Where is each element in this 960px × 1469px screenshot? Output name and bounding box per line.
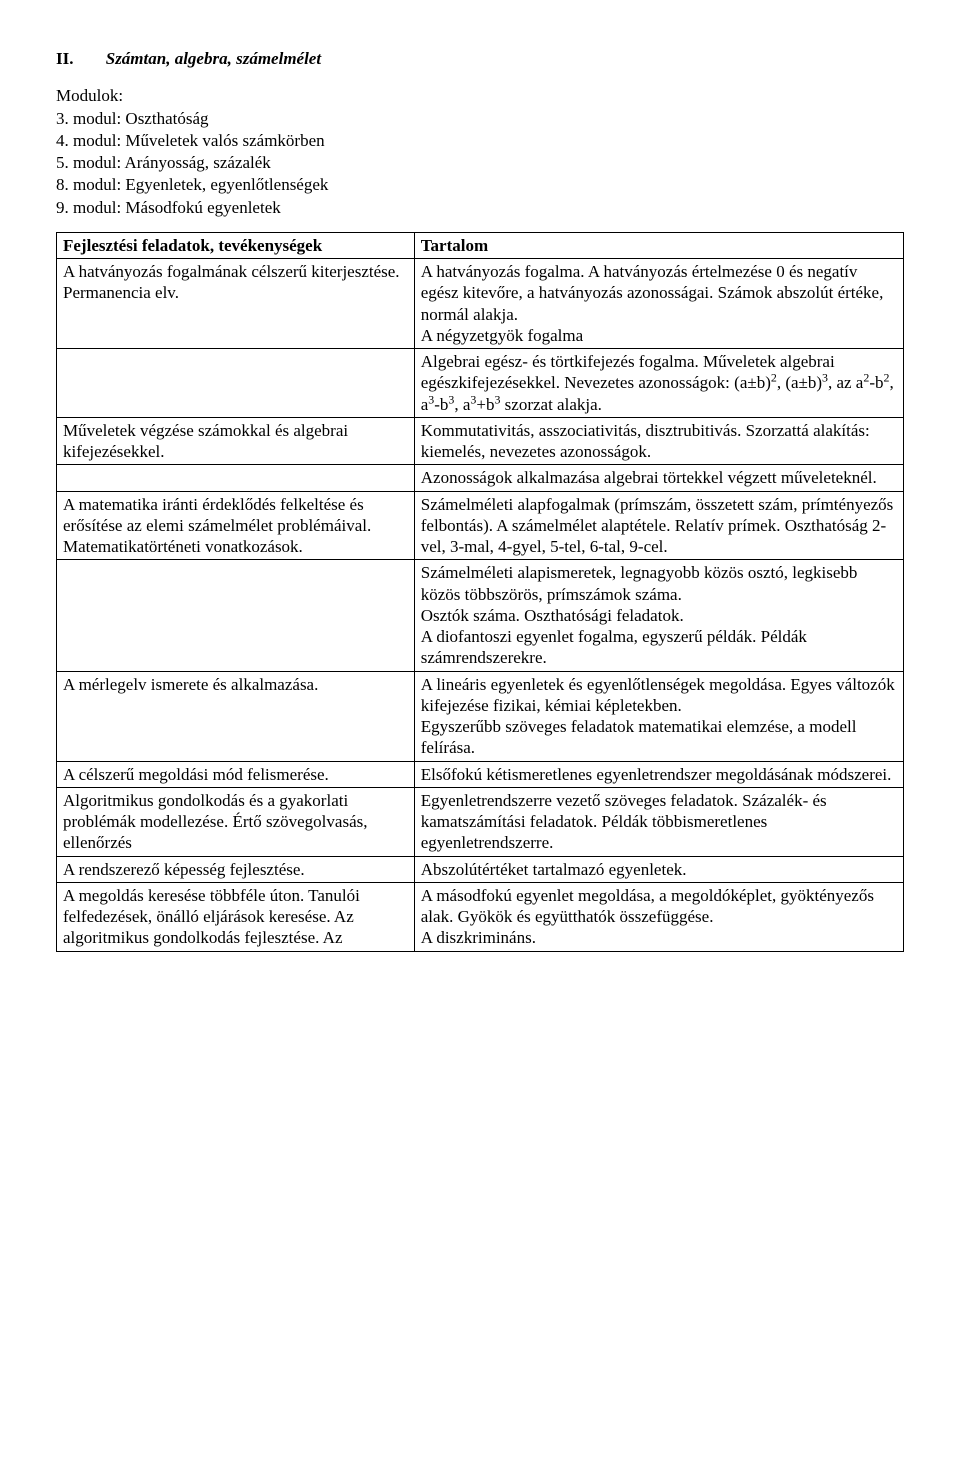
table-row: Algebrai egész- és törtkifejezés fogalma… (57, 349, 904, 418)
table-header-right: Tartalom (414, 232, 903, 258)
table-header-left: Fejlesztési feladatok, tevékenységek (57, 232, 415, 258)
table-cell-right: A hatványozás fogalma. A hatványozás ért… (414, 259, 903, 349)
module-item: 8. modul: Egyenletek, egyenlőtlenségek (56, 174, 904, 195)
table-cell-left: Műveletek végzése számokkal és algebrai … (57, 417, 415, 465)
section-heading: II. Számtan, algebra, számelmélet (56, 48, 904, 69)
table-cell-left (57, 465, 415, 491)
table-cell-right: A másodfokú egyenlet megoldása, a megold… (414, 882, 903, 951)
table-cell-left (57, 349, 415, 418)
table-cell-left: A hatványozás fogalmának célszerű kiterj… (57, 259, 415, 349)
table-cell-right: Számelméleti alapfogalmak (prímszám, öss… (414, 491, 903, 560)
module-item: 5. modul: Arányosság, százalék (56, 152, 904, 173)
table-row: A hatványozás fogalmának célszerű kiterj… (57, 259, 904, 349)
table-cell-right: Abszolútértéket tartalmazó egyenletek. (414, 856, 903, 882)
table-cell-left: Algoritmikus gondolkodás és a gyakorlati… (57, 787, 415, 856)
table-cell-left: A rendszerező képesség fejlesztése. (57, 856, 415, 882)
table-cell-right: Algebrai egész- és törtkifejezés fogalma… (414, 349, 903, 418)
table-cell-left: A megoldás keresése többféle úton. Tanul… (57, 882, 415, 951)
table-cell-right: Kommutativitás, asszociativitás, disztru… (414, 417, 903, 465)
table-cell-right: A lineáris egyenletek és egyenlőtlensége… (414, 671, 903, 761)
table-row: A célszerű megoldási mód felismerése.Els… (57, 761, 904, 787)
modules-block: Modulok: 3. modul: Oszthatóság4. modul: … (56, 85, 904, 218)
table-cell-left: A célszerű megoldási mód felismerése. (57, 761, 415, 787)
table-cell-right: Számelméleti alapismeretek, legnagyobb k… (414, 560, 903, 671)
section-title: Számtan, algebra, számelmélet (106, 49, 321, 68)
table-row: Algoritmikus gondolkodás és a gyakorlati… (57, 787, 904, 856)
table-cell-right: Elsőfokú kétismeretlenes egyenletrendsze… (414, 761, 903, 787)
module-item: 4. modul: Műveletek valós számkörben (56, 130, 904, 151)
module-item: 3. modul: Oszthatóság (56, 108, 904, 129)
modules-label: Modulok: (56, 85, 904, 106)
table-cell-left: A matematika iránti érdeklődés felkeltés… (57, 491, 415, 560)
table-row: A rendszerező képesség fejlesztése.Abszo… (57, 856, 904, 882)
table-row: A megoldás keresése többféle úton. Tanul… (57, 882, 904, 951)
table-row: A matematika iránti érdeklődés felkeltés… (57, 491, 904, 560)
table-cell-right: Egyenletrendszerre vezető szöveges felad… (414, 787, 903, 856)
table-row: Számelméleti alapismeretek, legnagyobb k… (57, 560, 904, 671)
module-item: 9. modul: Másodfokú egyenletek (56, 197, 904, 218)
modules-list: 3. modul: Oszthatóság4. modul: Műveletek… (56, 108, 904, 218)
table-cell-right: Azonosságok alkalmazása algebrai törtekk… (414, 465, 903, 491)
section-number: II. (56, 49, 73, 68)
table-row: Azonosságok alkalmazása algebrai törtekk… (57, 465, 904, 491)
table-cell-left (57, 560, 415, 671)
content-table: Fejlesztési feladatok, tevékenységekTart… (56, 232, 904, 952)
table-row: A mérlegelv ismerete és alkalmazása.A li… (57, 671, 904, 761)
table-cell-left: A mérlegelv ismerete és alkalmazása. (57, 671, 415, 761)
table-row: Műveletek végzése számokkal és algebrai … (57, 417, 904, 465)
